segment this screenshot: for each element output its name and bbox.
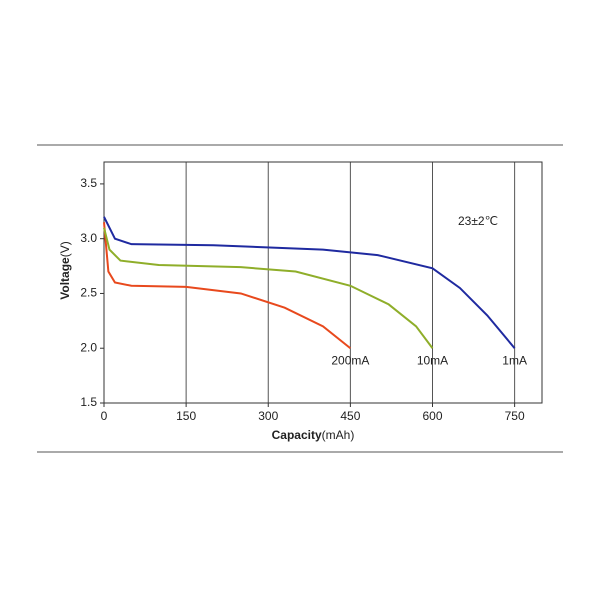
y-tick-label: 2.0: [80, 340, 97, 354]
y-axis-title: Voltage(V): [58, 241, 72, 299]
x-axis-unit: (mAh): [322, 428, 355, 442]
y-axis-unit: (V): [58, 241, 72, 257]
x-axis-title: Capacity(mAh): [272, 428, 355, 442]
x-tick-label: 300: [258, 409, 278, 423]
plot-frame: [103, 161, 543, 404]
x-tick-label: 600: [422, 409, 442, 423]
line: [103, 216, 516, 349]
line: [103, 227, 434, 349]
x-tick-label: 750: [505, 409, 525, 423]
x-tick-label: 0: [101, 409, 108, 423]
line: [103, 222, 351, 350]
y-axis-title-bold: Voltage: [58, 257, 72, 300]
x-tick-label: 150: [176, 409, 196, 423]
y-tick-label: 1.5: [80, 395, 97, 409]
annotation: 23±2℃: [458, 214, 498, 228]
series-label: 1mA: [502, 353, 527, 367]
y-tick-label: 3.0: [80, 231, 97, 245]
x-tick-label: 450: [340, 409, 360, 423]
y-tick-label: 2.5: [80, 286, 97, 300]
series-label: 10mA: [417, 353, 448, 367]
y-tick-label: 3.5: [80, 176, 97, 190]
series-label: 200mA: [331, 353, 369, 367]
x-axis-title-bold: Capacity: [272, 428, 322, 442]
